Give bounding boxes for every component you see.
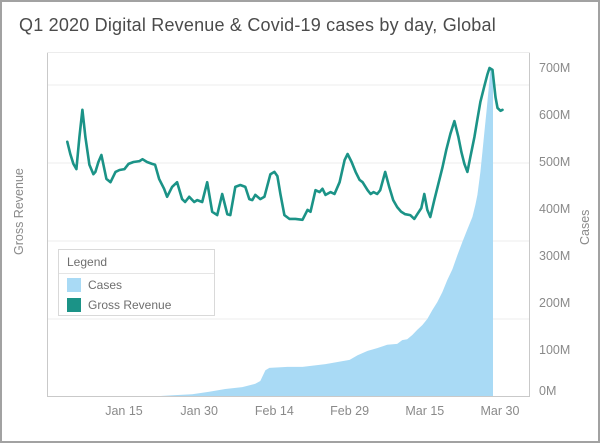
x-axis-tick-label: Feb 14 — [254, 404, 294, 418]
y-axis-tick-label: 500M — [539, 155, 571, 169]
y-axis-tick-label: 300M — [539, 249, 571, 263]
revenue-line-series[interactable] — [66, 66, 504, 222]
legend-item-label: Gross Revenue — [88, 298, 172, 312]
chart-canvas[interactable] — [47, 52, 530, 397]
y-axis-tick-label: 400M — [539, 202, 571, 216]
y-right-axis-title: Cases — [578, 209, 592, 245]
gross-revenue-swatch-icon — [67, 298, 81, 312]
legend-item-label: Cases — [88, 278, 123, 292]
legend-item-cases[interactable]: Cases — [59, 276, 214, 294]
x-axis-tick-label: Feb 29 — [330, 404, 370, 418]
y-axis-tick-label: 700M — [539, 61, 571, 75]
x-axis-tick-label: Jan 15 — [105, 404, 143, 418]
y-axis-tick-label: 0M — [539, 384, 557, 398]
chart-title: Q1 2020 Digital Revenue & Covid-19 cases… — [19, 15, 496, 35]
x-axis-tick-label: Jan 30 — [180, 404, 218, 418]
y-left-axis-title: Gross Revenue — [12, 168, 26, 256]
cases-area-series[interactable] — [149, 68, 493, 397]
cases-swatch-icon — [67, 278, 81, 292]
x-axis-tick-label: Mar 15 — [405, 404, 445, 418]
legend[interactable]: Legend Cases Gross Revenue — [58, 249, 215, 316]
y-axis-tick-label: 600M — [539, 108, 571, 122]
plot-svg[interactable] — [47, 52, 530, 397]
legend-item-gross-revenue[interactable]: Gross Revenue — [59, 296, 214, 314]
y-axis-tick-label: 200M — [539, 296, 571, 310]
x-axis-tick-label: Mar 30 — [480, 404, 520, 418]
legend-title: Legend — [59, 250, 214, 274]
y-axis-tick-label: 100M — [539, 343, 571, 357]
